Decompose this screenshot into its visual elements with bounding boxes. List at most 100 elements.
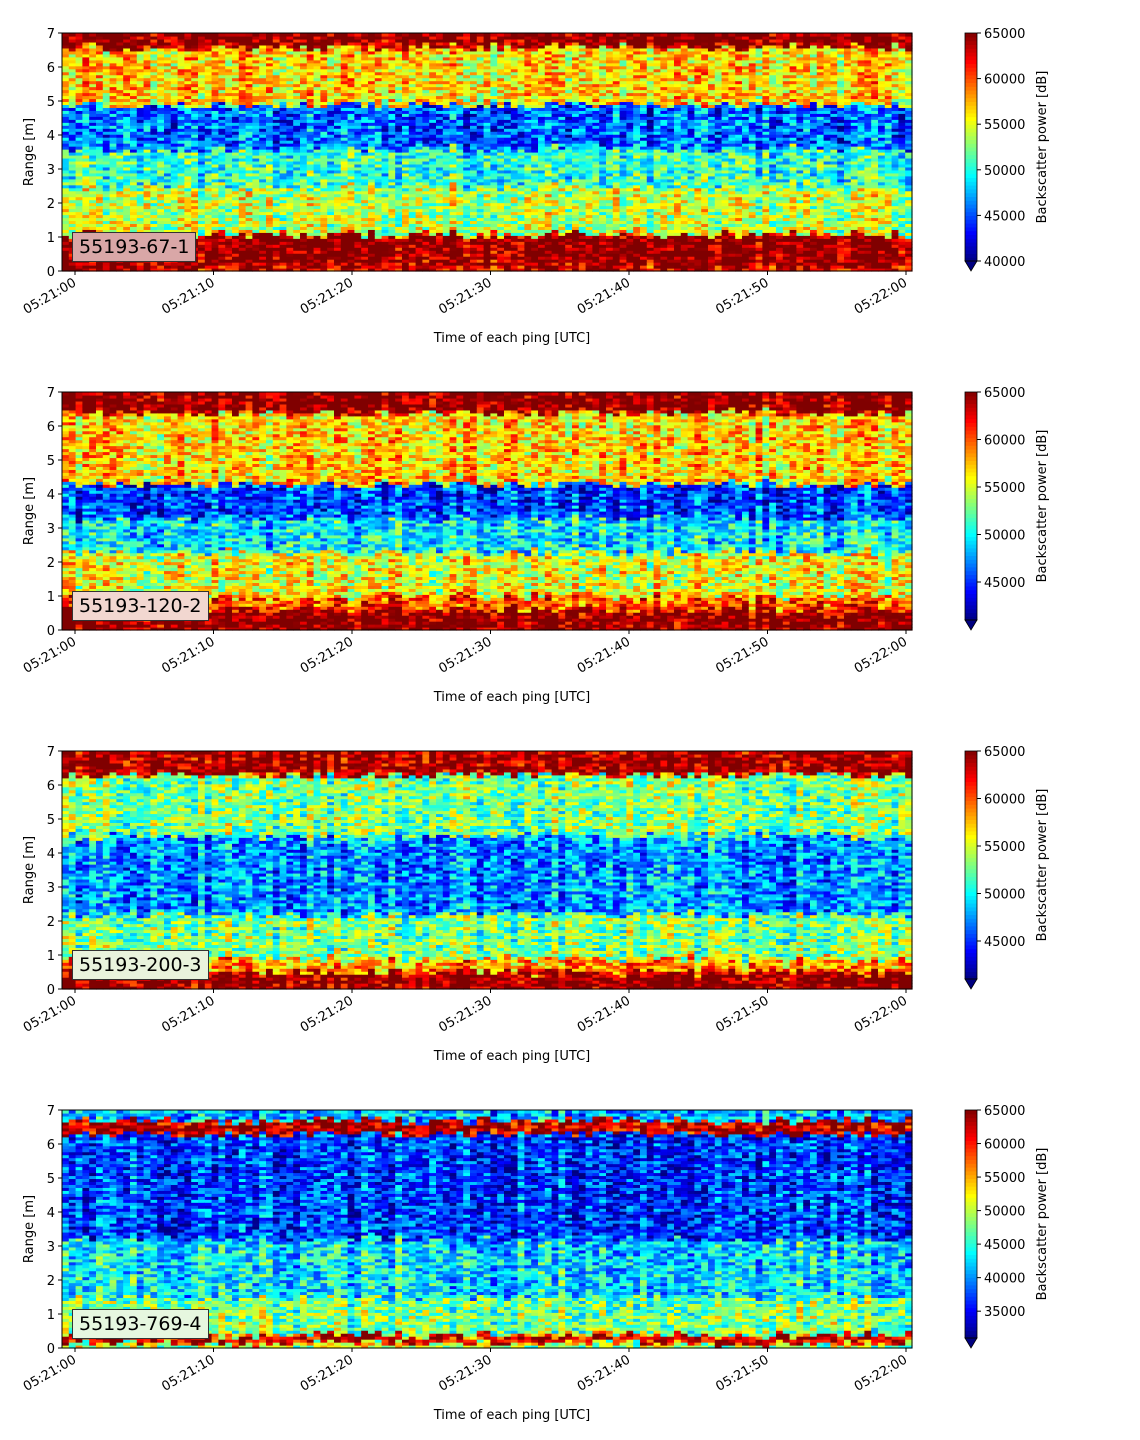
colorbar-tick-label: 35000: [984, 1305, 1025, 1320]
x-tick-label: 05:21:30: [436, 634, 494, 676]
x-tick-label: 05:21:20: [298, 275, 356, 317]
y-tick-label: 7: [47, 745, 55, 760]
x-axis-label: Time of each ping [UTC]: [433, 1408, 591, 1423]
colorbar-label: Backscatter power [dB]: [1035, 430, 1050, 583]
colorbar-extend-min: [965, 620, 977, 630]
colorbar-1: 400004500050000550006000065000Backscatte…: [965, 27, 1050, 271]
x-tick-label: 05:21:20: [298, 993, 356, 1035]
x-tick-label: 05:21:50: [713, 993, 771, 1035]
y-tick-label: 2: [47, 915, 55, 930]
x-tick-label: 05:21:30: [436, 993, 494, 1035]
colorbar-extend-min: [965, 261, 977, 271]
panel-label: 55193-769-4: [72, 1309, 209, 1339]
y-axis-label: Range [m]: [22, 836, 37, 904]
y-tick-label: 4: [47, 129, 55, 144]
colorbar-tick-label: 40000: [984, 1272, 1025, 1287]
x-tick-label: 05:21:10: [159, 993, 217, 1035]
colorbar-3: 45000 50000 55000 60000 65000 Backscatter pow…: [965, 745, 1050, 989]
y-tick-label: 3: [47, 881, 55, 896]
x-tick-label: 05:21:20: [298, 1352, 356, 1394]
x-tick-label: 05:21:10: [159, 634, 217, 676]
colorbar-tick-label: 65000: [984, 1104, 1025, 1119]
y-tick-label: 5: [47, 95, 55, 110]
y-tick-label: 2: [47, 556, 55, 571]
colorbar-tick-label: 55000: [984, 1171, 1025, 1186]
y-tick-label: 3: [47, 522, 55, 537]
x-axis-label: Time of each ping [UTC]: [433, 331, 591, 346]
y-tick-label: 6: [47, 779, 55, 794]
colorbar-tick-label: 60000: [984, 73, 1025, 88]
x-axis-label: Time of each ping [UTC]: [433, 690, 591, 705]
x-tick-label: 05:22:00: [852, 1352, 910, 1394]
y-tick-label: 2: [47, 1274, 55, 1289]
y-axis-label: Range [m]: [22, 1195, 37, 1263]
x-tick-label: 05:21:00: [21, 275, 79, 317]
x-tick-label: 05:21:00: [21, 634, 79, 676]
y-tick-label: 3: [47, 1240, 55, 1255]
y-axis-label: Range [m]: [22, 118, 37, 186]
panel-label: 55193-200-3: [72, 950, 209, 980]
y-tick-label: 0: [47, 983, 55, 998]
colorbar-tick-label: 65000: [984, 27, 1025, 42]
y-tick-label: 2: [47, 197, 55, 212]
y-tick-label: 1: [47, 231, 55, 246]
x-tick-label: 05:21:00: [21, 993, 79, 1035]
y-tick-label: 0: [47, 1342, 55, 1357]
y-tick-label: 0: [47, 265, 55, 280]
y-tick-label: 4: [47, 488, 55, 503]
x-tick-label: 05:21:40: [575, 634, 633, 676]
colorbar-tick-label: 50000: [984, 529, 1025, 544]
y-tick-label: 1: [47, 949, 55, 964]
colorbar-extend-min: [965, 979, 977, 989]
x-tick-label: 05:21:40: [575, 1352, 633, 1394]
y-tick-label: 6: [47, 420, 55, 435]
x-tick-label: 05:21:20: [298, 634, 356, 676]
x-tick-label: 05:21:40: [575, 275, 633, 317]
panel-label: 55193-67-1: [72, 232, 196, 262]
colorbar-tick-label: 50000: [984, 888, 1025, 903]
x-tick-label: 05:21:50: [713, 275, 771, 317]
x-tick-label: 05:21:00: [21, 1352, 79, 1394]
colorbar-tick-label: 60000: [984, 793, 1025, 808]
y-axis-label: Range [m]: [22, 477, 37, 545]
panel-3: 0 1 2 3 4 5 6 7 05:21:00 05:21:10 05:21:20 05:21:30…: [21, 745, 1050, 1064]
colorbar-label: Backscatter power [dB]: [1035, 71, 1050, 224]
colorbar-tick-label: 65000: [984, 745, 1025, 760]
colorbar-tick-label: 40000: [984, 255, 1025, 270]
colorbar-4: 35000400004500050000550006000065000Backs…: [965, 1104, 1050, 1348]
colorbar-tick-label: 45000: [984, 576, 1025, 591]
colorbar-extend-min: [965, 1338, 977, 1348]
x-tick-label: 05:22:00: [852, 275, 910, 317]
y-tick-label: 0: [47, 624, 55, 639]
y-tick-label: 1: [47, 1308, 55, 1323]
colorbar-tick-label: 55000: [984, 481, 1025, 496]
y-tick-label: 4: [47, 1206, 55, 1221]
x-tick-label: 05:21:40: [575, 993, 633, 1035]
x-axis-label: Time of each ping [UTC]: [433, 1049, 591, 1064]
x-tick-label: 05:21:30: [436, 275, 494, 317]
y-tick-label: 3: [47, 163, 55, 178]
colorbar-tick-label: 55000: [984, 840, 1025, 855]
colorbar-label: Backscatter power [dB]: [1035, 1148, 1050, 1301]
colorbar-label: Backscatter power [dB]: [1035, 789, 1050, 942]
y-tick-label: 7: [47, 386, 55, 401]
y-tick-label: 7: [47, 1104, 55, 1119]
panel-2: 0 1 2 3 4 5 6 7 05:21:00 05:21:10 05:21:20 05:21:30…: [21, 386, 1050, 705]
x-tick-label: 05:22:00: [852, 993, 910, 1035]
y-tick-label: 5: [47, 813, 55, 828]
y-tick-label: 7: [47, 27, 55, 42]
colorbar-tick-label: 45000: [984, 935, 1025, 950]
y-tick-label: 4: [47, 847, 55, 862]
y-tick-label: 6: [47, 1138, 55, 1153]
y-tick-label: 1: [47, 590, 55, 605]
colorbar-tick-label: 50000: [984, 164, 1025, 179]
x-tick-label: 05:21:50: [713, 634, 771, 676]
colorbar-tick-label: 45000: [984, 1238, 1025, 1253]
y-tick-label: 5: [47, 454, 55, 469]
x-tick-label: 05:21:10: [159, 275, 217, 317]
colorbar-tick-label: 55000: [984, 118, 1025, 133]
